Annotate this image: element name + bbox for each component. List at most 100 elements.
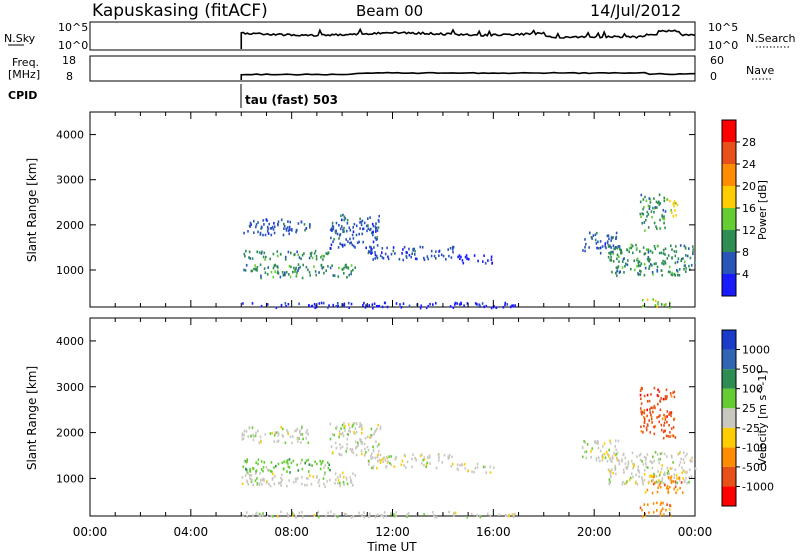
range-gate-cell: [672, 391, 674, 394]
freq-left-tick-bottom: 8: [66, 70, 73, 83]
range-gate-cell: [664, 262, 667, 265]
range-gate-cell: [295, 230, 297, 234]
range-gate-cell: [331, 221, 334, 225]
range-gate-cell: [338, 224, 340, 227]
range-gate-cell: [598, 247, 600, 250]
range-gate-cell: [598, 456, 600, 460]
range-gate-cell: [363, 221, 366, 225]
range-gate-cell: [635, 243, 637, 247]
range-gate-cell: [650, 417, 653, 421]
range-gate-cell: [427, 257, 429, 261]
range-gate-cell: [610, 459, 612, 462]
range-gate-cell: [675, 202, 677, 205]
range-gate-cell: [305, 265, 308, 269]
range-gate-cell: [666, 466, 669, 470]
range-gate-cell: [275, 264, 277, 268]
range-gate-cell: [666, 503, 668, 506]
range-gate-cell: [389, 461, 391, 465]
range-gate-cell: [345, 450, 347, 453]
range-gate-cell: [673, 390, 676, 394]
range-gate-cell: [670, 244, 672, 248]
range-gate-cell: [642, 207, 644, 211]
range-gate-cell: [372, 465, 375, 468]
range-gate-cell: [276, 265, 279, 268]
range-gate-cell: [631, 244, 634, 248]
range-gate-cell: [330, 243, 333, 247]
range-gate-cell: [249, 469, 251, 473]
range-gate-cell: [393, 465, 396, 468]
range-gate-cell: [261, 250, 263, 254]
range-gate-cell: [613, 451, 615, 455]
range-gate-cell: [335, 229, 337, 233]
range-gate-cell: [285, 227, 287, 231]
range-gate-cell: [287, 514, 290, 517]
power-colorbar-label: Power [dB]: [756, 180, 769, 240]
range-gate-cell: [296, 271, 298, 274]
range-gate-cell: [320, 263, 323, 267]
range-gate-cell: [347, 266, 350, 269]
range-gate-cell: [660, 428, 663, 432]
range-gate-cell: [285, 460, 288, 463]
range-gate-cell: [438, 250, 440, 253]
range-gate-cell: [384, 252, 387, 256]
range-gate-cell: [689, 256, 692, 260]
range-gate-cell: [685, 471, 688, 475]
range-gate-cell: [678, 268, 681, 271]
freq-trace: [240, 71, 695, 80]
range-gate-cell: [377, 226, 380, 229]
range-gate-cell: [459, 257, 461, 261]
range-gate-cell: [335, 305, 337, 308]
range-gate-cell: [615, 452, 618, 456]
range-gate-cell: [630, 246, 633, 250]
range-gate-cell: [363, 515, 366, 519]
range-gate-cell: [369, 245, 371, 249]
range-gate-cell: [406, 513, 408, 517]
range-gate-cell: [680, 457, 682, 461]
range-gate-cell: [466, 302, 469, 305]
range-gate-cell: [674, 436, 677, 439]
range-gate-cell: [690, 458, 692, 462]
range-gate-cell: [316, 476, 318, 479]
range-gate-cell: [663, 471, 666, 475]
range-gate-cell: [643, 221, 646, 224]
range-gate-cell: [287, 250, 290, 254]
range-gate-cell: [280, 253, 282, 256]
range-gate-cell: [642, 246, 645, 249]
range-gate-cell: [643, 273, 646, 277]
range-gate-cell: [331, 224, 334, 228]
range-gate-cell: [585, 242, 587, 246]
range-gate-cell: [354, 246, 356, 249]
range-gate-cell: [462, 261, 465, 265]
range-gate-cell: [355, 453, 358, 457]
range-gate-cell: [301, 510, 303, 514]
range-gate-cell: [618, 462, 621, 466]
range-gate-cell: [291, 441, 293, 445]
range-gate-cell: [512, 515, 515, 519]
range-gate-cell: [654, 425, 657, 428]
range-gate-cell: [309, 252, 312, 255]
range-gate-cell: [319, 467, 322, 471]
range-gate-cell: [448, 456, 450, 459]
range-gate-cell: [406, 515, 408, 519]
range-gate-cell: [399, 303, 401, 306]
range-gate-cell: [667, 254, 670, 257]
range-gate-cell: [395, 514, 397, 518]
range-gate-cell: [311, 304, 314, 308]
range-gate-cell: [425, 306, 428, 310]
range-gate-cell: [671, 456, 673, 459]
range-gate-cell: [252, 483, 254, 487]
range-gate-cell: [350, 270, 353, 273]
range-gate-cell: [604, 456, 607, 460]
range-gate-cell: [456, 302, 459, 305]
range-gate-cell: [666, 486, 668, 490]
range-gate-cell: [327, 251, 329, 255]
range-gate-cell: [609, 441, 612, 445]
range-gate-cell: [271, 478, 274, 481]
colorbar-frame: [721, 329, 737, 507]
range-gate-cell: [662, 248, 665, 252]
range-gate-cell: [249, 257, 251, 260]
range-gate-cell: [301, 425, 303, 429]
colorbar-segment: [722, 408, 736, 428]
range-gate-cell: [340, 214, 342, 218]
range-gate-cell: [321, 266, 323, 270]
